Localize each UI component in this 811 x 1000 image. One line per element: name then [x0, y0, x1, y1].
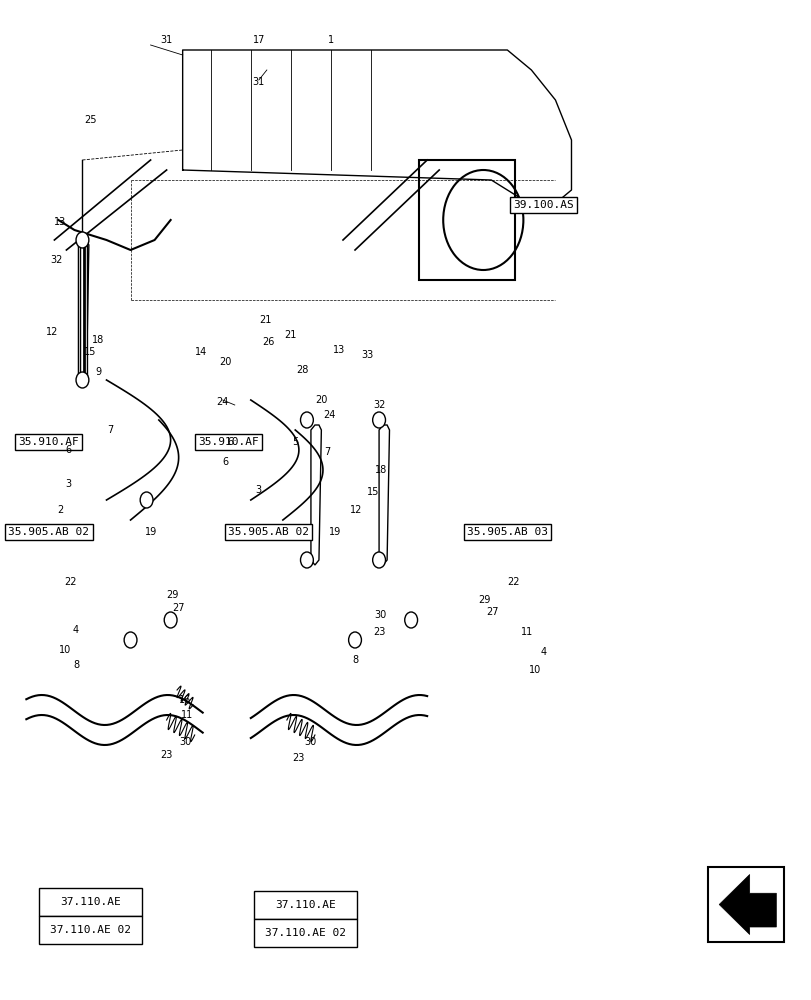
Text: 14: 14 [195, 347, 207, 357]
Text: 11: 11 [180, 710, 192, 720]
Circle shape [76, 232, 88, 248]
Text: 30: 30 [304, 737, 316, 747]
Text: 6: 6 [65, 445, 71, 455]
Text: 37.110.AE: 37.110.AE [275, 900, 335, 910]
Text: 5: 5 [291, 437, 298, 447]
Text: 9: 9 [96, 367, 101, 377]
Text: 20: 20 [219, 357, 231, 367]
Text: 13: 13 [333, 345, 345, 355]
FancyBboxPatch shape [418, 160, 515, 280]
Text: 24: 24 [217, 397, 229, 407]
Text: 32: 32 [372, 400, 384, 410]
Text: 21: 21 [285, 330, 297, 340]
Text: 21: 21 [259, 315, 271, 325]
Text: 10: 10 [529, 665, 541, 675]
Text: 29: 29 [165, 590, 178, 600]
Circle shape [300, 412, 313, 428]
Text: 31: 31 [161, 35, 173, 45]
Text: 7: 7 [107, 425, 114, 435]
Text: 6: 6 [222, 457, 228, 467]
Text: 30: 30 [178, 737, 191, 747]
Text: 10: 10 [58, 645, 71, 655]
Text: 19: 19 [144, 527, 157, 537]
Text: 15: 15 [84, 347, 97, 357]
Text: 17: 17 [252, 35, 264, 45]
Text: 37.110.AE: 37.110.AE [60, 897, 121, 907]
Text: 37.110.AE 02: 37.110.AE 02 [264, 928, 345, 938]
Text: 35.905.AB 02: 35.905.AB 02 [8, 527, 89, 537]
Text: 12: 12 [350, 505, 363, 515]
Text: 23: 23 [161, 750, 173, 760]
Text: 25: 25 [84, 115, 97, 125]
Text: 32: 32 [50, 255, 63, 265]
Text: 26: 26 [262, 337, 274, 347]
Circle shape [404, 612, 417, 628]
Text: 8: 8 [73, 660, 79, 670]
Circle shape [372, 412, 385, 428]
Text: 7: 7 [324, 447, 330, 457]
Text: 3: 3 [65, 479, 71, 489]
Text: 23: 23 [292, 753, 305, 763]
Text: 12: 12 [45, 327, 58, 337]
Text: 35.910.AF: 35.910.AF [19, 437, 79, 447]
Text: 35.905.AB 03: 35.905.AB 03 [466, 527, 547, 537]
Text: 35.910.AF: 35.910.AF [198, 437, 259, 447]
Circle shape [300, 552, 313, 568]
Bar [707, 867, 783, 942]
Text: 33: 33 [360, 350, 373, 360]
Bar [254, 891, 356, 919]
Text: 18: 18 [374, 465, 386, 475]
Text: 20: 20 [315, 395, 327, 405]
Text: 2: 2 [57, 505, 63, 515]
Text: 28: 28 [296, 365, 309, 375]
Text: 16: 16 [178, 695, 191, 705]
Text: 27: 27 [172, 603, 185, 613]
Text: 8: 8 [351, 655, 358, 665]
Text: 19: 19 [328, 527, 341, 537]
Circle shape [164, 612, 177, 628]
Text: 4: 4 [73, 625, 79, 635]
Text: 15: 15 [366, 487, 379, 497]
Text: 6: 6 [227, 437, 234, 447]
Text: 30: 30 [374, 610, 386, 620]
Text: 3: 3 [255, 485, 262, 495]
Bar [254, 919, 356, 947]
Circle shape [348, 632, 361, 648]
Text: 24: 24 [323, 410, 335, 420]
Circle shape [140, 492, 152, 508]
Text: 1: 1 [328, 35, 333, 45]
Text: 27: 27 [486, 607, 499, 617]
Text: 11: 11 [521, 627, 533, 637]
Text: 22: 22 [507, 577, 519, 587]
Circle shape [124, 632, 137, 648]
Text: 35.905.AB 02: 35.905.AB 02 [228, 527, 308, 537]
Text: 29: 29 [478, 595, 491, 605]
Text: 13: 13 [54, 217, 66, 227]
Text: 4: 4 [539, 647, 546, 657]
Text: 37.110.AE 02: 37.110.AE 02 [50, 925, 131, 935]
Text: 39.100.AS: 39.100.AS [513, 200, 573, 210]
Polygon shape [719, 874, 775, 934]
Bar [39, 888, 142, 916]
Text: 23: 23 [372, 627, 384, 637]
Text: 31: 31 [252, 77, 264, 87]
Circle shape [76, 372, 88, 388]
Circle shape [372, 552, 385, 568]
Text: 22: 22 [64, 577, 76, 587]
Text: 18: 18 [92, 335, 105, 345]
Bar [39, 916, 142, 944]
